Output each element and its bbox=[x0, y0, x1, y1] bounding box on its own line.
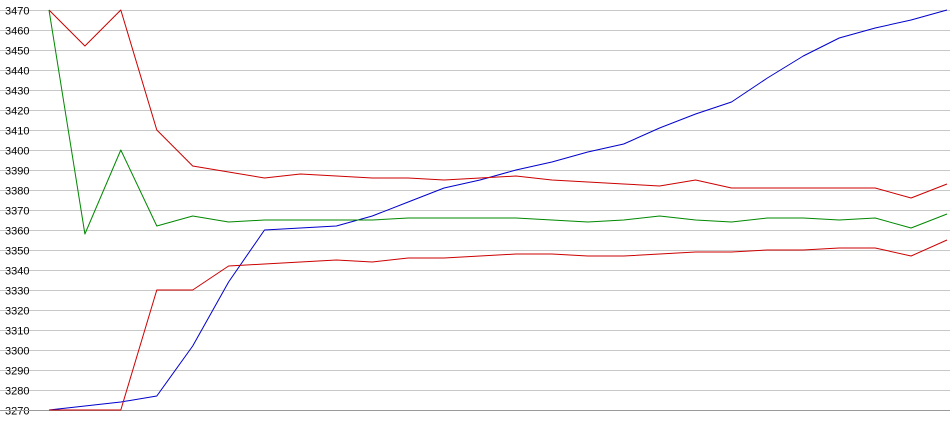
y-tick-label: 3390 bbox=[5, 166, 29, 178]
y-tick-label: 3270 bbox=[5, 406, 29, 418]
y-tick-label: 3350 bbox=[5, 246, 29, 258]
y-tick-label: 3320 bbox=[5, 306, 29, 318]
y-tick-label: 3450 bbox=[5, 46, 29, 58]
y-tick-label: 3280 bbox=[5, 386, 29, 398]
y-tick-label: 3430 bbox=[5, 86, 29, 98]
y-tick-label: 3400 bbox=[5, 146, 29, 158]
series-line-2 bbox=[48, 9, 948, 199]
y-tick-label: 3440 bbox=[5, 66, 29, 78]
series-lines bbox=[48, 9, 948, 411]
y-tick-label: 3360 bbox=[5, 226, 29, 238]
series-line-1 bbox=[48, 9, 948, 411]
y-tick-label: 3420 bbox=[5, 106, 29, 118]
series-line-4 bbox=[49, 239, 948, 411]
y-tick-label: 3460 bbox=[5, 26, 29, 38]
series-line-3 bbox=[48, 9, 948, 235]
y-tick-label: 3470 bbox=[5, 6, 29, 18]
y-tick-label: 3370 bbox=[5, 206, 29, 218]
y-tick-label: 3340 bbox=[5, 266, 29, 278]
y-tick-label: 3330 bbox=[5, 286, 29, 298]
y-tick-label: 3310 bbox=[5, 326, 29, 338]
y-tick-label: 3380 bbox=[5, 186, 29, 198]
y-tick-label: 3410 bbox=[5, 126, 29, 138]
y-tick-label: 3300 bbox=[5, 346, 29, 358]
y-axis-tick-labels: 3270 3280 3290 3300 3310 3320 3330 3340 3350 3360… bbox=[5, 6, 29, 418]
grid-lines bbox=[0, 10, 950, 411]
y-tick-label: 3290 bbox=[5, 366, 29, 378]
